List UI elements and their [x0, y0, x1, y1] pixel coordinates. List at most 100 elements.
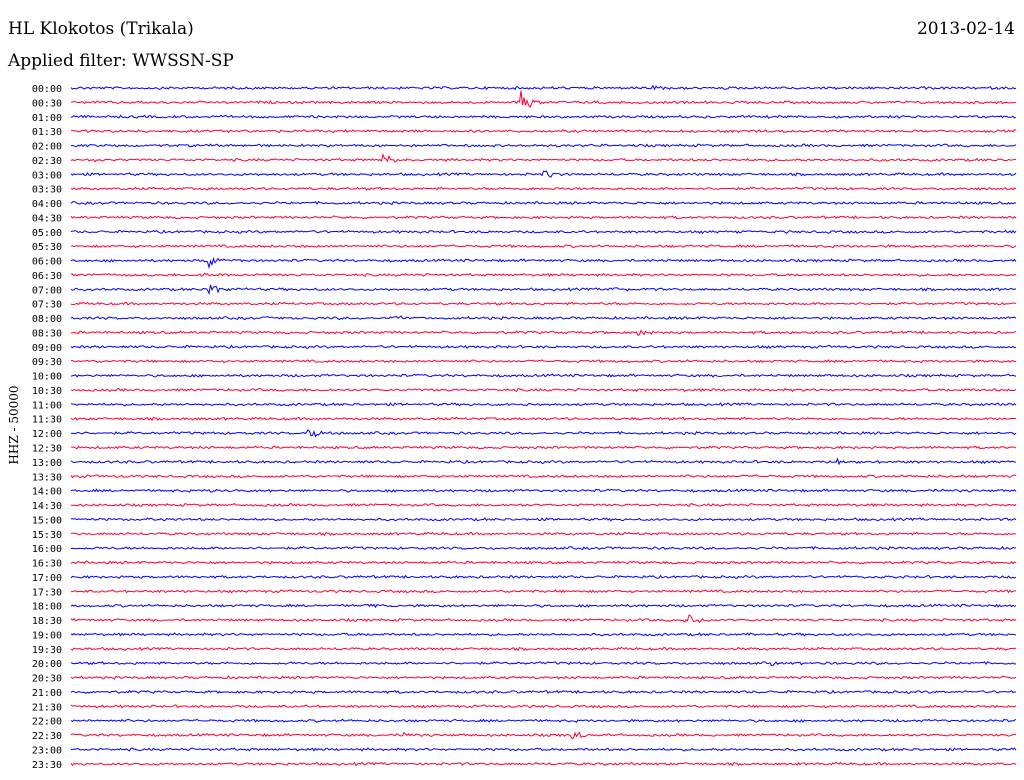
trace-line [70, 272, 1017, 278]
trace-line [70, 284, 1017, 296]
trace-line [70, 646, 1017, 652]
trace-line [70, 589, 1017, 594]
trace-line [70, 200, 1017, 206]
time-label: 22:00 [32, 717, 62, 728]
trace-line [70, 114, 1017, 119]
trace-line [70, 429, 1017, 438]
trace-line [70, 488, 1017, 493]
time-label: 03:30 [32, 185, 62, 196]
trace-line [70, 344, 1017, 350]
time-label: 19:30 [32, 645, 62, 656]
trace-line [70, 747, 1017, 752]
trace-line [70, 84, 1017, 91]
trace-line [70, 614, 1017, 623]
trace-line [70, 329, 1017, 336]
time-label: 15:30 [32, 530, 62, 541]
time-label: 21:30 [32, 702, 62, 713]
trace-line [70, 560, 1017, 565]
time-label: 16:00 [32, 544, 62, 555]
trace-line [70, 256, 1017, 270]
time-label: 01:30 [32, 127, 62, 138]
time-label: 13:00 [32, 458, 62, 469]
trace-line [70, 474, 1017, 479]
trace-line [70, 517, 1017, 522]
trace-line [70, 402, 1017, 407]
station-title: HL Klokotos (Trikala) [8, 19, 194, 39]
trace-line [70, 301, 1017, 306]
trace-line [70, 660, 1017, 667]
time-label: 05:00 [32, 228, 62, 239]
time-label: 11:30 [32, 415, 62, 426]
time-label: 06:30 [32, 271, 62, 282]
trace-line [70, 215, 1017, 220]
time-label: 14:00 [32, 487, 62, 498]
time-label: 00:00 [32, 84, 62, 95]
trace-line [70, 315, 1017, 321]
time-label: 22:30 [32, 731, 62, 742]
trace-line [70, 761, 1017, 767]
trace-line [70, 387, 1017, 393]
trace-line [70, 502, 1017, 508]
time-label: 05:30 [32, 242, 62, 253]
time-label: 02:00 [32, 142, 62, 153]
time-label: 04:00 [32, 199, 62, 210]
time-label: 07:00 [32, 285, 62, 296]
time-label: 11:00 [32, 400, 62, 411]
time-label: 00:30 [32, 98, 62, 109]
trace-line [70, 574, 1017, 579]
trace-line [70, 129, 1017, 134]
time-label: 20:30 [32, 674, 62, 685]
time-label: 16:30 [32, 559, 62, 570]
time-label: 02:30 [32, 156, 62, 167]
time-label: 08:00 [32, 314, 62, 325]
time-label: 08:30 [32, 328, 62, 339]
time-label: 17:30 [32, 587, 62, 598]
time-label: 07:30 [32, 300, 62, 311]
trace-line [70, 675, 1017, 680]
time-label: 10:30 [32, 386, 62, 397]
time-label: 15:00 [32, 515, 62, 526]
time-label: 21:00 [32, 688, 62, 699]
time-label: 04:30 [32, 213, 62, 224]
time-label: 03:00 [32, 170, 62, 181]
date-label: 2013-02-14 [916, 19, 1015, 39]
time-label: 18:00 [32, 602, 62, 613]
trace-line [70, 457, 1017, 466]
time-label: 19:00 [32, 630, 62, 641]
trace-line [70, 445, 1017, 450]
time-label: 18:30 [32, 616, 62, 627]
trace-line [70, 416, 1017, 422]
trace-line [70, 170, 1017, 178]
trace-line [70, 632, 1017, 637]
time-label: 23:30 [32, 760, 62, 771]
trace-line [70, 186, 1017, 191]
trace-line [70, 373, 1017, 378]
time-label: 10:00 [32, 372, 62, 383]
trace-line [70, 243, 1017, 249]
trace-line [70, 545, 1017, 551]
trace-line [70, 689, 1017, 695]
trace-line [70, 143, 1017, 148]
trace-line [70, 229, 1017, 234]
filter-label: Applied filter: WWSSN-SP [8, 51, 234, 71]
time-label: 13:30 [32, 472, 62, 483]
time-label: 06:00 [32, 257, 62, 268]
trace-line [70, 704, 1017, 709]
time-label: 09:00 [32, 343, 62, 354]
trace-line [70, 152, 1017, 163]
time-label: 01:00 [32, 113, 62, 124]
time-label: 12:30 [32, 444, 62, 455]
time-label: 14:30 [32, 501, 62, 512]
time-label: 23:00 [32, 745, 62, 756]
time-label: 20:00 [32, 659, 62, 670]
time-label: 12:00 [32, 429, 62, 440]
trace-line [70, 531, 1017, 537]
time-label: 17:00 [32, 573, 62, 584]
trace-line [70, 90, 1017, 109]
time-label: 09:30 [32, 357, 62, 368]
trace-line [70, 731, 1017, 740]
trace-line [70, 718, 1017, 723]
trace-line [70, 603, 1017, 609]
trace-line [70, 359, 1017, 364]
